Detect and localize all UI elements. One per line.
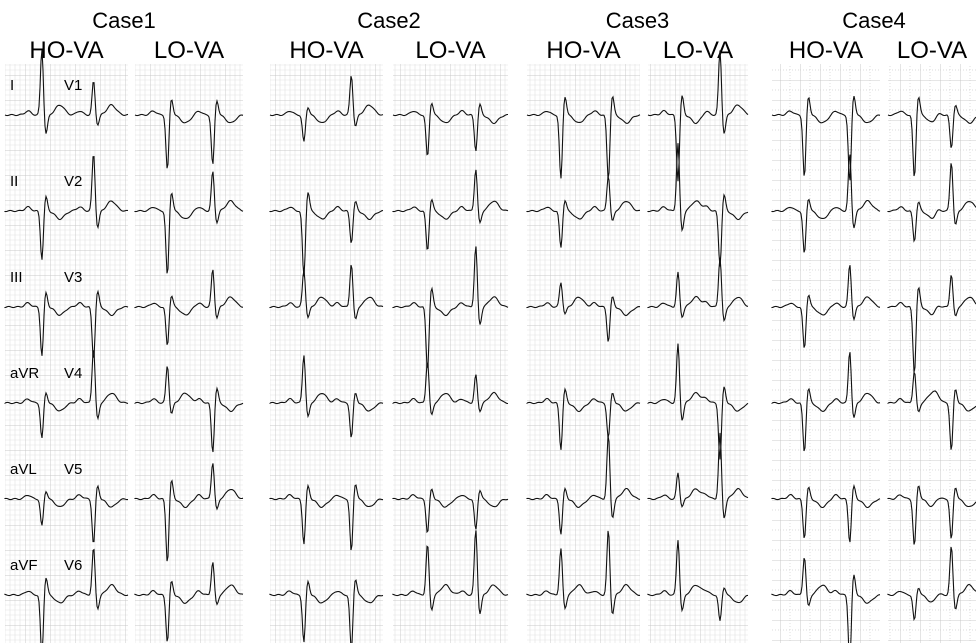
ecg-grid (772, 64, 880, 643)
lead-label: V3 (64, 269, 82, 286)
lead-label: V4 (64, 365, 82, 382)
lead-label: aVF (10, 557, 38, 574)
ecg-grid (888, 64, 976, 643)
case-title: Case3 (606, 8, 670, 33)
case-title: Case1 (92, 8, 156, 33)
ecg-grid (270, 64, 383, 643)
lead-label: I (10, 77, 14, 94)
ecg-grid (393, 64, 508, 643)
panel-label: HO-VA (289, 37, 363, 64)
ecg-grid (135, 64, 243, 643)
panel-label: LO-VA (415, 37, 485, 64)
lead-label: V2 (64, 173, 82, 190)
ecg-grid (527, 64, 640, 643)
lead-label: V1 (64, 77, 82, 94)
case-title: Case4 (842, 8, 906, 33)
lead-label: III (10, 269, 23, 286)
panel-label: LO-VA (154, 37, 224, 64)
ecg-figure: Case1 HO-VA LO-VA Case2 HO-VA LO-VA Case3 HO-VA… (0, 0, 976, 643)
lead-label: II (10, 173, 18, 190)
case-title: Case2 (357, 8, 421, 33)
lead-label: aVL (10, 461, 37, 478)
panel-label: HO-VA (546, 37, 620, 64)
lead-label: V6 (64, 557, 82, 574)
lead-label: aVR (10, 365, 39, 382)
panel-label: LO-VA (897, 37, 967, 64)
panel-label: HO-VA (789, 37, 863, 64)
panel-label: HO-VA (29, 37, 103, 64)
lead-label: V5 (64, 461, 82, 478)
panel-label: LO-VA (663, 37, 733, 64)
ecg-grid (648, 64, 748, 643)
